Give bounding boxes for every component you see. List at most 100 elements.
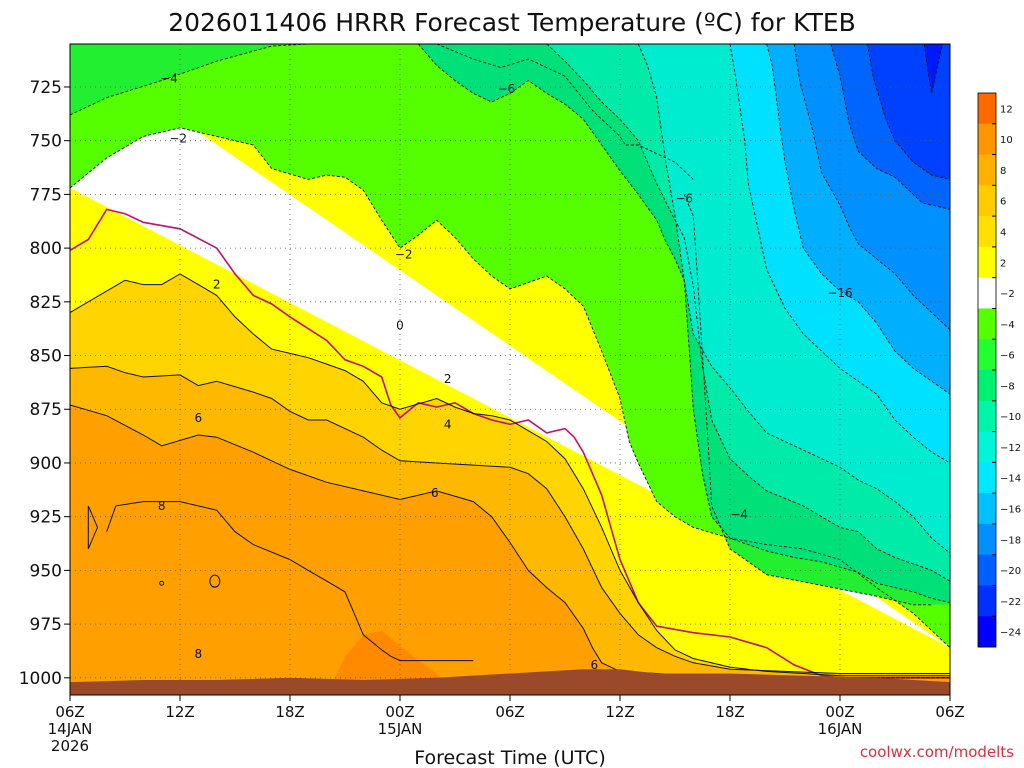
x-tick-date: 2026 — [51, 737, 89, 755]
contour-label: −4 — [160, 71, 178, 85]
contour-m16 — [766, 44, 950, 395]
colorbar-label: 8 — [1000, 166, 1006, 177]
colorbar-label: 10 — [1000, 135, 1013, 146]
contour-m20 — [830, 44, 950, 210]
contour-p4 — [70, 365, 950, 674]
colorbar-bin — [978, 462, 996, 494]
contour-m6a — [436, 44, 694, 180]
x-tick-label: 00Z — [825, 703, 854, 721]
colorbar-bin — [978, 216, 996, 248]
colorbar-label: −20 — [1000, 566, 1021, 577]
colorbar-bin — [978, 246, 996, 279]
y-tick-label: 1000 — [19, 669, 62, 689]
colorbar-bin — [978, 493, 996, 525]
y-tick-label: 775 — [30, 185, 62, 205]
band-m6-to-m4 — [70, 44, 309, 115]
y-tick-label: 725 — [30, 78, 62, 98]
contour-label: 8 — [158, 499, 166, 513]
colorbar-label: 6 — [1000, 197, 1006, 208]
y-tick-label: 950 — [30, 561, 62, 581]
contour-m2 — [70, 127, 950, 649]
contour-m18 — [793, 44, 950, 331]
credit-text: coolwx.com/modelts — [860, 743, 1014, 761]
x-tick-date: 14JAN — [48, 720, 93, 738]
contour-m8 — [417, 44, 950, 604]
x-tick-label: 12Z — [165, 703, 194, 721]
contour-label: 6 — [195, 411, 203, 425]
colorbar-bin — [978, 93, 996, 125]
colorbar-label: −12 — [1000, 443, 1021, 454]
x-tick-label: 06Z — [935, 703, 964, 721]
x-tick-label: 12Z — [605, 703, 634, 721]
colorbar-label: 12 — [1000, 104, 1013, 115]
colorbar-bin — [978, 277, 996, 309]
contour-label: 6 — [591, 658, 599, 672]
colorbar-bin — [978, 308, 996, 340]
contour-m14 — [729, 44, 950, 464]
colorbar-bin — [978, 185, 996, 217]
y-tick-label: 750 — [30, 132, 62, 152]
x-tick-date: 16JAN — [818, 720, 863, 738]
x-axis-label: Forecast Time (UTC) — [414, 747, 605, 768]
colorbar-bin — [978, 616, 996, 648]
colorbar-label: −18 — [1000, 535, 1021, 546]
colorbar-label: −14 — [1000, 474, 1021, 485]
contour-m10 — [546, 44, 950, 582]
contour-label: −4 — [730, 508, 748, 522]
contour-m24 — [923, 44, 944, 94]
contour-8-dot — [159, 580, 165, 586]
y-tick-label: 825 — [30, 293, 62, 313]
colorbar-bin — [978, 154, 996, 186]
band-below-m22 — [924, 44, 943, 94]
contour-p8 — [106, 501, 474, 662]
y-tick-label: 850 — [30, 347, 62, 367]
colorbar-label: 4 — [1000, 228, 1006, 239]
contour-label: 0 — [396, 318, 404, 332]
contour-label: −6 — [497, 82, 515, 96]
x-tick-label: 18Z — [715, 703, 744, 721]
x-tick-label: 00Z — [385, 703, 414, 721]
colorbar-bin — [978, 123, 996, 156]
colorbar-bin — [978, 523, 996, 556]
y-tick-label: 900 — [30, 454, 62, 474]
contour-label: −2 — [395, 248, 413, 262]
y-tick-label: 875 — [30, 400, 62, 420]
contour-m4 — [70, 44, 309, 116]
contour-label: 4 — [444, 417, 452, 431]
colorbar-label: −6 — [1000, 351, 1015, 362]
contour-p6 — [70, 404, 950, 679]
ground-terrain — [70, 669, 950, 695]
colorbar-bin — [978, 400, 996, 433]
colorbar-bin — [978, 370, 996, 402]
contour-label: −16 — [827, 286, 852, 300]
x-tick-label: 18Z — [275, 703, 304, 721]
contour-label: −6 — [675, 192, 693, 206]
contour-label: 2 — [444, 372, 452, 386]
colorbar-bin — [978, 585, 996, 617]
colorbar-bin — [978, 431, 996, 463]
contour-8-loop — [209, 574, 221, 588]
colorbar-bin — [978, 339, 996, 371]
contour-label: 2 — [213, 278, 221, 292]
contour-8-left — [87, 505, 99, 550]
colorbar-label: 2 — [1000, 258, 1006, 269]
x-tick-label: 06Z — [55, 703, 84, 721]
colorbar-label: −8 — [1000, 381, 1015, 392]
contour-label: 6 — [431, 486, 439, 500]
contour-m6b — [683, 194, 932, 606]
colorbar-label: −4 — [1000, 320, 1015, 331]
contour-p2 — [70, 273, 950, 677]
colorbar-label: −2 — [1000, 289, 1015, 300]
colorbar-label: −22 — [1000, 597, 1021, 608]
contour-m12 — [637, 44, 950, 554]
colorbar-bin — [978, 554, 996, 586]
contour-z — [70, 208, 950, 679]
y-tick-label: 800 — [30, 239, 62, 259]
x-tick-date: 15JAN — [378, 720, 423, 738]
contour-label: 8 — [195, 647, 203, 661]
contour-label: −2 — [169, 132, 187, 146]
chart-title: 2026011406 HRRR Forecast Temperature (ºC… — [168, 8, 856, 37]
colorbar-label: −16 — [1000, 505, 1021, 516]
colorbar-label: −24 — [1000, 628, 1021, 639]
